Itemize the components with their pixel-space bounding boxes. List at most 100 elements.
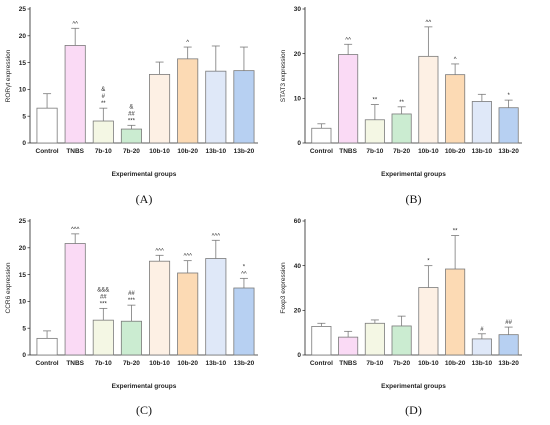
category-label: 10b-10 <box>149 360 170 367</box>
category-label: 13b-20 <box>498 148 519 155</box>
bar-10b-20 <box>177 272 199 356</box>
significance-marker: *** <box>128 118 136 124</box>
y-tick-label: 0 <box>22 140 26 147</box>
y-tick-label: 10 <box>294 96 302 103</box>
significance-marker: ^^^ <box>183 254 192 260</box>
y-tick-label: 20 <box>294 51 302 58</box>
y-tick-label: 0 <box>22 352 26 359</box>
bar-10b-20 <box>445 74 466 144</box>
y-axis-title: RORγt expression <box>5 49 12 102</box>
significance-marker: * <box>507 93 510 99</box>
chart-panel-1: 0510152025Control^^TNBS&#**7b-10&##***7b… <box>5 6 258 206</box>
bar-13b-10 <box>471 338 492 356</box>
x-axis-title: Experimental groups <box>381 171 446 178</box>
category-label: 13b-20 <box>234 148 255 155</box>
significance-marker: ** <box>399 100 404 106</box>
category-label: 13b-20 <box>498 360 519 367</box>
significance-marker: &&& <box>97 287 109 293</box>
bar-7b-20 <box>120 128 142 144</box>
category-label: 10b-20 <box>177 360 198 367</box>
significance-marker: ## <box>128 111 135 117</box>
bar-10b-10 <box>418 287 439 356</box>
bar-control <box>311 127 332 144</box>
y-tick-label: 15 <box>19 60 27 67</box>
bar-7b-10 <box>364 322 385 356</box>
significance-marker: ^^^ <box>212 233 221 239</box>
category-label: 10b-20 <box>445 360 466 367</box>
category-label: Control <box>310 360 333 367</box>
bar-10b-20 <box>445 268 466 356</box>
y-tick-label: 10 <box>19 87 27 94</box>
significance-marker: ## <box>128 291 135 297</box>
y-tick-label: 30 <box>294 6 302 13</box>
significance-marker: ^ <box>454 57 457 63</box>
panel-label: (B) <box>406 192 422 206</box>
bar-7b-10 <box>92 120 114 144</box>
bar-tnbs <box>338 54 359 144</box>
category-label: 7b-10 <box>95 360 112 367</box>
panel-label: (D) <box>405 403 422 417</box>
category-label: TNBS <box>339 148 357 155</box>
significance-marker: # <box>102 94 106 100</box>
category-label: 7b-10 <box>366 148 383 155</box>
significance-marker: ^^^ <box>71 227 80 233</box>
category-label: 10b-10 <box>418 148 439 155</box>
bar-tnbs <box>64 45 86 144</box>
bar-13b-20 <box>498 334 519 356</box>
significance-marker: & <box>129 104 133 110</box>
bar-tnbs <box>338 336 359 356</box>
category-label: 7b-20 <box>123 360 140 367</box>
significance-marker: ** <box>373 98 378 104</box>
significance-marker: ^^ <box>345 37 351 43</box>
bar-10b-20 <box>177 58 199 144</box>
y-tick-label: 0 <box>297 352 301 359</box>
significance-marker: ## <box>505 320 512 326</box>
bar-10b-10 <box>149 73 171 144</box>
y-axis-title: CCR6 expression <box>5 262 12 313</box>
category-label: 7b-10 <box>95 148 112 155</box>
y-tick-label: 20 <box>294 308 302 315</box>
category-label: 10b-20 <box>177 148 198 155</box>
bar-10b-10 <box>418 55 439 144</box>
category-label: 7b-20 <box>123 148 140 155</box>
category-label: 13b-10 <box>472 148 493 155</box>
y-tick-label: 25 <box>19 218 27 225</box>
category-label: Control <box>36 360 59 367</box>
y-tick-label: 60 <box>294 218 302 225</box>
significance-marker: ^^^ <box>155 248 164 254</box>
category-label: 7b-10 <box>366 360 383 367</box>
bar-tnbs <box>64 243 86 356</box>
x-axis-title: Experimental groups <box>112 383 177 390</box>
chart-panel-4: 0 20 40 60 Control TNBS 7b-10 7b-20 * 10b-10 ** 10b… <box>280 218 522 417</box>
bar-13b-10 <box>205 70 227 144</box>
significance-marker: # <box>480 327 484 333</box>
x-axis-title: Experimental groups <box>381 383 446 390</box>
category-label: 7b-20 <box>393 360 410 367</box>
bar-7b-20 <box>120 320 142 356</box>
category-label: 10b-10 <box>418 360 439 367</box>
bar-control <box>36 337 58 356</box>
significance-marker: ^^ <box>72 21 78 27</box>
y-tick-label: 25 <box>19 6 27 13</box>
category-label: 13b-10 <box>472 360 493 367</box>
bar-7b-10 <box>364 119 385 144</box>
y-axis-title: Foxp3 expression <box>280 262 287 314</box>
significance-marker: * <box>427 259 430 265</box>
category-label: TNBS <box>66 148 84 155</box>
category-label: Control <box>36 148 59 155</box>
category-label: 13b-20 <box>234 360 255 367</box>
x-axis-title: Experimental groups <box>112 171 177 178</box>
category-label: Control <box>310 148 333 155</box>
y-tick-label: 5 <box>22 325 26 332</box>
y-tick-label: 10 <box>19 299 27 306</box>
significance-marker: ## <box>100 294 107 300</box>
category-label: 10b-10 <box>149 148 170 155</box>
chart-panel-3: 0510152025Control^^^TNBS&&&##***7b-10##*… <box>5 218 258 417</box>
panel-label: (C) <box>136 403 152 417</box>
bar-7b-20 <box>391 325 412 356</box>
bar-control <box>36 107 58 144</box>
y-tick-label: 20 <box>19 245 27 252</box>
category-label: TNBS <box>66 360 84 367</box>
y-tick-label: 40 <box>294 263 302 270</box>
